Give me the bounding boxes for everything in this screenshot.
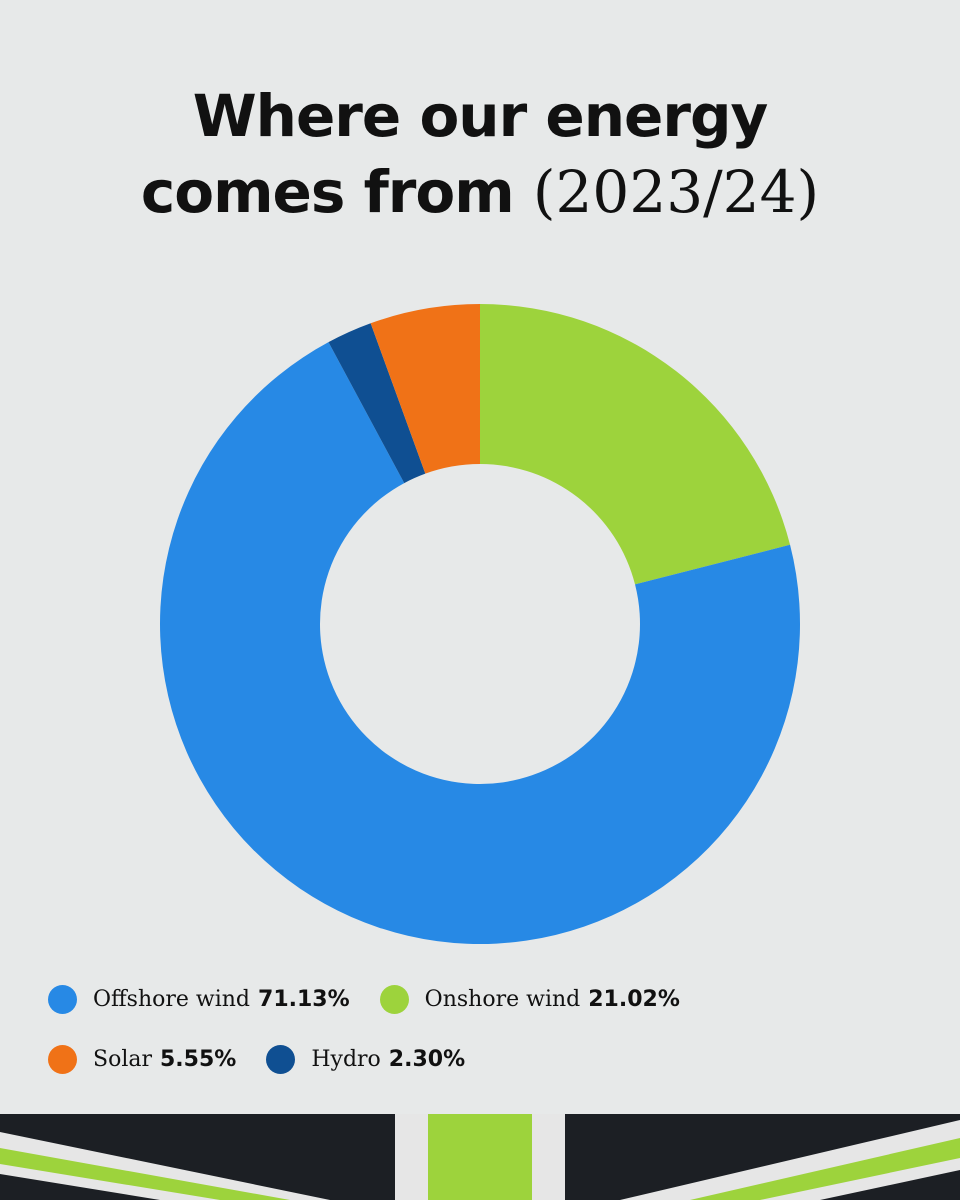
union-flag-graphic [0, 1114, 960, 1200]
banner-diagonal-left-white [0, 1132, 330, 1200]
slice-offshore-wind [160, 342, 801, 944]
legend-item-offshore-wind: Offshore wind 71.13% [48, 982, 350, 1016]
banner-diagonal-left-green [0, 1148, 290, 1200]
chart-legend: Offshore wind 71.13% Onshore wind 21.02%… [48, 982, 928, 1076]
banner-cross-green [428, 1114, 532, 1200]
legend-value-solar: 5.55% [160, 1046, 237, 1072]
slice-solar [370, 304, 480, 474]
slice-hydro [328, 323, 426, 484]
legend-item-onshore-wind: Onshore wind 21.02% [379, 982, 680, 1016]
legend-swatch-onshore-wind [379, 984, 409, 1014]
union-flag-banner [0, 1114, 960, 1200]
legend-value-hydro: 2.30% [388, 1046, 466, 1072]
legend-label-hydro: Hydro [311, 1046, 381, 1072]
title-bold-part: comes from [140, 158, 515, 226]
legend-label-onshore-wind: Onshore wind [424, 986, 581, 1012]
donut-chart [160, 304, 801, 944]
legend-label-solar: Solar [93, 1046, 152, 1072]
legend-swatch-hydro [266, 1044, 296, 1074]
title-year-part: (2023/24) [532, 158, 820, 226]
slice-onshore-wind [480, 304, 791, 585]
legend-swatch-offshore-wind [48, 984, 77, 1014]
banner-diagonal-right-green [690, 1138, 960, 1200]
legend-item-solar: Solar 5.55% [48, 1042, 236, 1076]
title-line-1: Where our energy [192, 82, 769, 150]
legend-label-offshore-wind: Offshore wind [93, 986, 251, 1012]
legend-value-onshore-wind: 21.02% [588, 986, 680, 1012]
banner-diagonal-right-white [620, 1120, 960, 1200]
chart-title: Where our energy comes from (2023/24) [0, 78, 960, 230]
legend-swatch-solar [48, 1044, 77, 1074]
legend-item-hydro: Hydro 2.30% [266, 1042, 465, 1076]
legend-value-offshore-wind: 71.13% [258, 986, 350, 1012]
title-line-2: comes from (2023/24) [0, 154, 960, 230]
